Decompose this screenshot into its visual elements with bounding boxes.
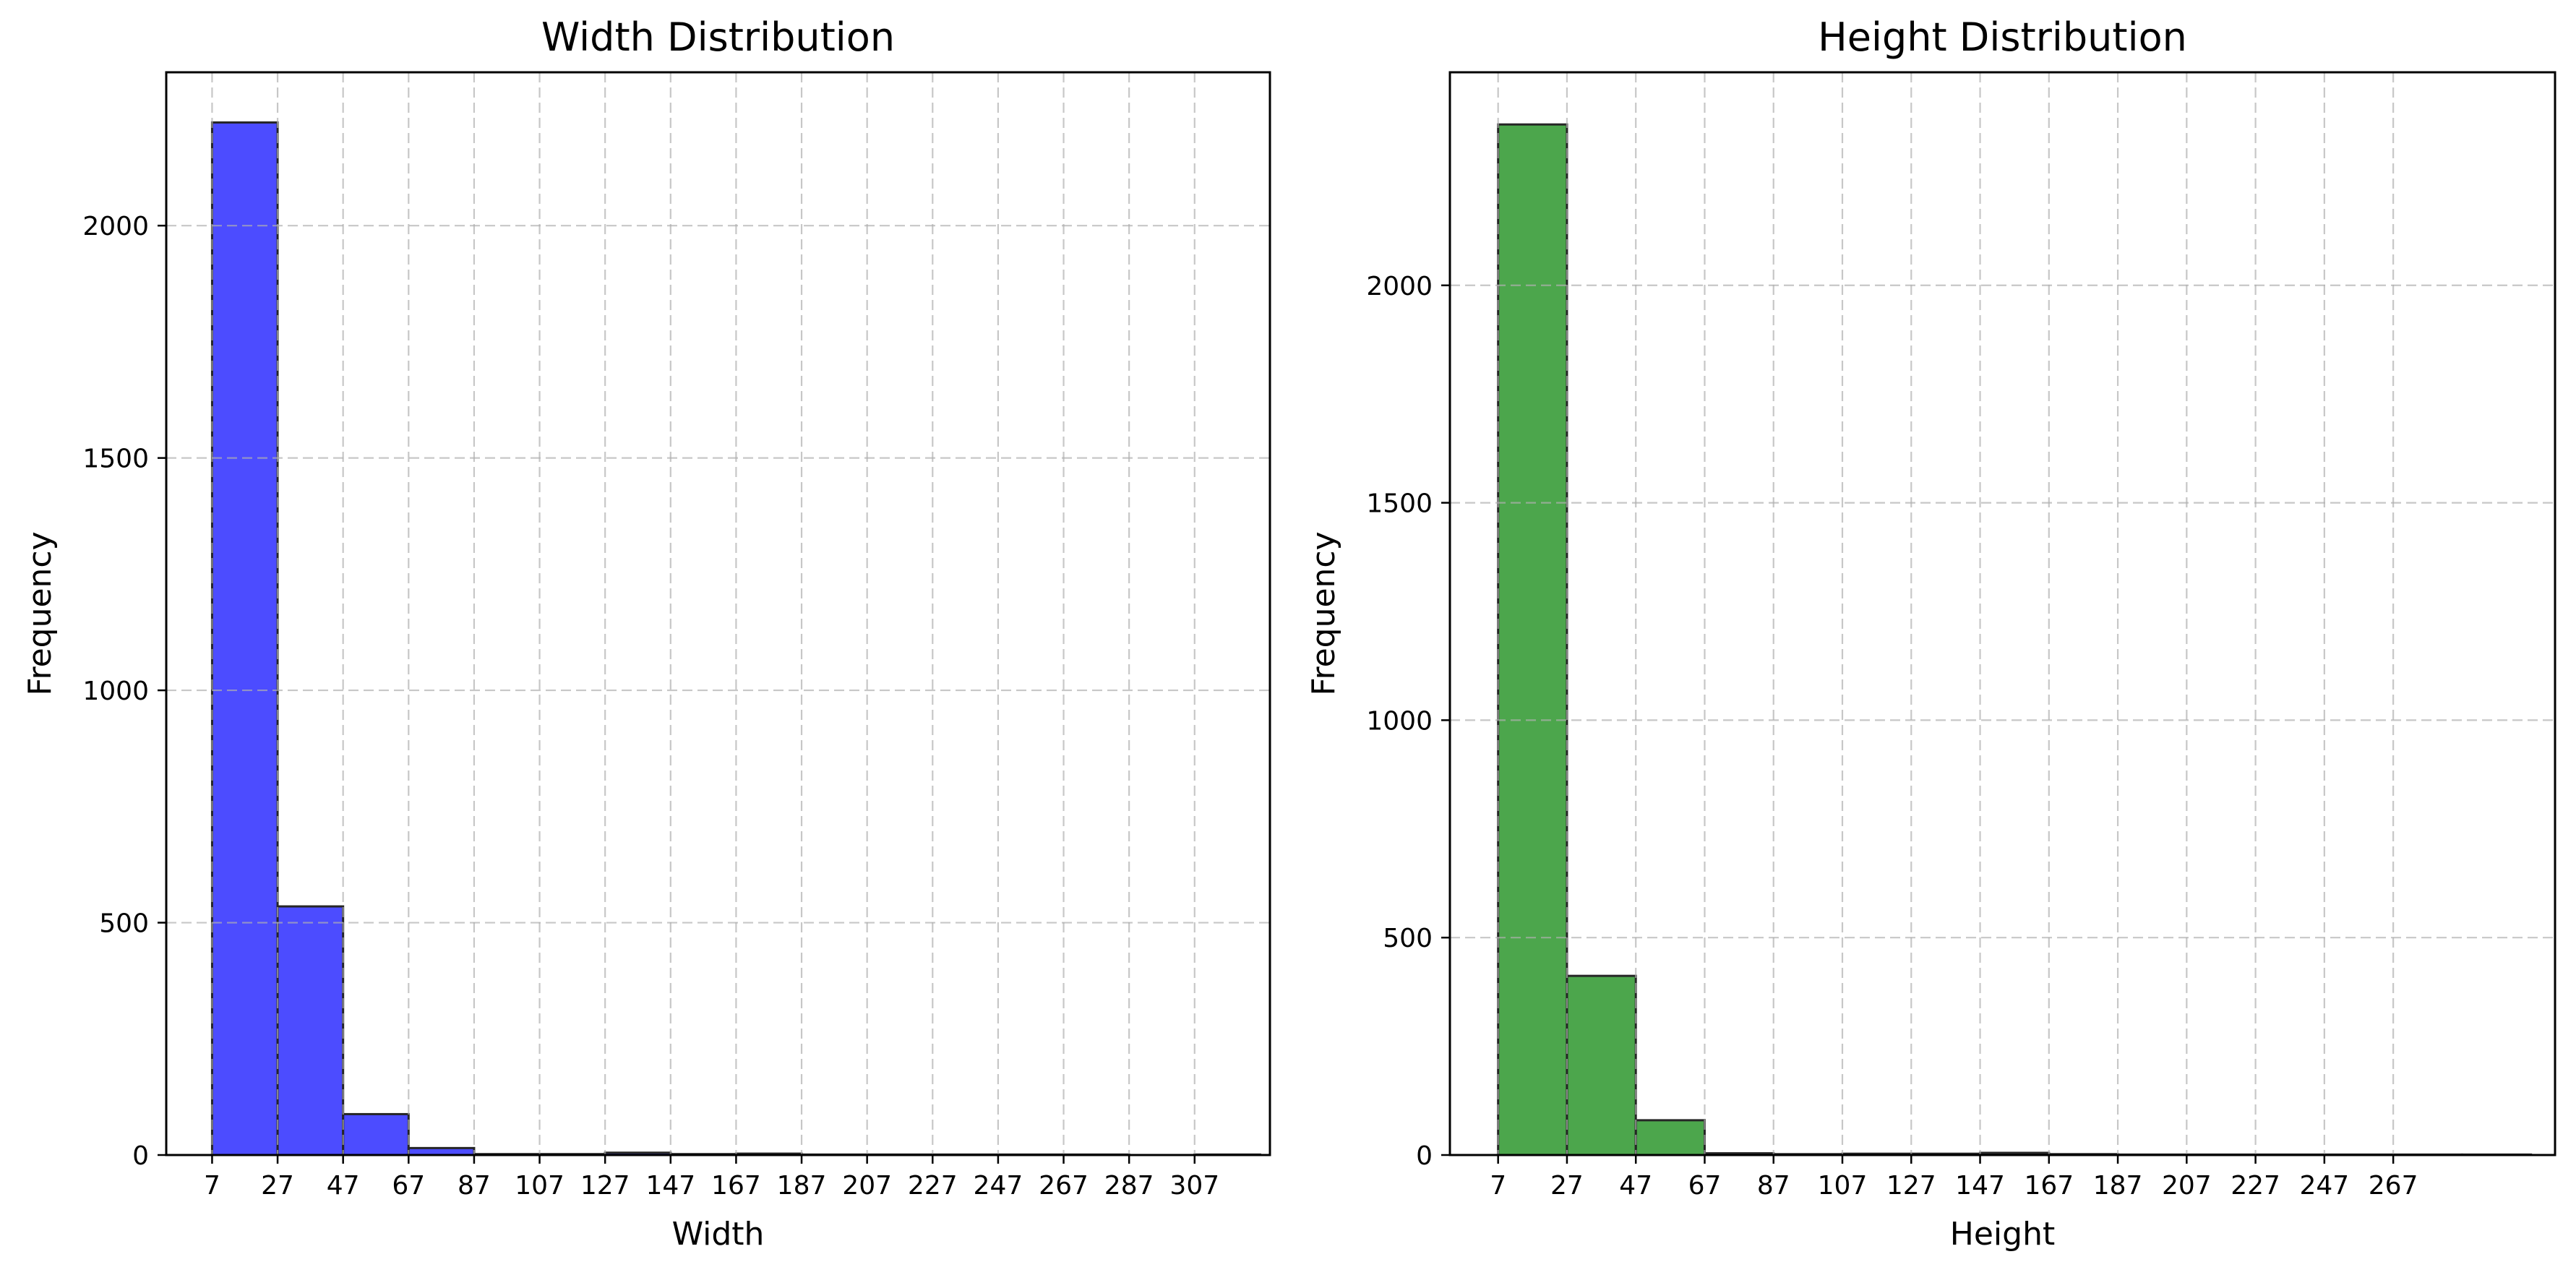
width-x-tick-label-14: 287	[1104, 1171, 1154, 1201]
width-x-tick-label-6: 127	[580, 1171, 630, 1201]
height-bar-0	[1497, 123, 1568, 1156]
width-bar-2	[342, 1112, 410, 1156]
width-x-tick-label-2: 47	[327, 1171, 360, 1201]
width-x-axis-label: Width	[672, 1216, 765, 1253]
height-x-tick-label-2: 47	[1619, 1171, 1652, 1201]
height-plot-frame	[1448, 71, 2556, 1156]
width-x-tick-label-12: 247	[974, 1171, 1023, 1201]
width-x-tick-label-13: 267	[1039, 1171, 1089, 1201]
height-bar-1	[1566, 974, 1637, 1156]
width-x-tick-label-1: 27	[261, 1171, 294, 1201]
width-bar-1	[276, 905, 345, 1156]
height-x-tick-label-5: 107	[1818, 1171, 1868, 1201]
width-distribution-chart: 7 27 47 67 87 107 127 147 167 187 207 227 247 267 287 3…	[22, 14, 1271, 1253]
height-y-axis-label: Frequency	[1305, 531, 1342, 695]
width-y-tick-label-1: 500	[99, 909, 149, 939]
width-x-tick-label-11: 227	[908, 1171, 958, 1201]
height-y-tick-label-0: 0	[1416, 1141, 1433, 1171]
width-x-tick-label-0: 7	[204, 1171, 220, 1201]
width-x-tick-label-3: 67	[392, 1171, 425, 1201]
height-x-tick-label-8: 167	[2024, 1171, 2074, 1201]
width-chart-title: Width Distribution	[541, 14, 895, 60]
width-x-tick-label-8: 167	[711, 1171, 761, 1201]
width-x-tick-label-10: 207	[842, 1171, 892, 1201]
height-y-tick-label-2: 1000	[1366, 706, 1433, 736]
width-y-tick-label-2: 1000	[82, 677, 149, 706]
height-x-tick-label-0: 7	[1490, 1171, 1506, 1201]
width-plot-frame	[165, 71, 1271, 1156]
height-chart-title: Height Distribution	[1818, 14, 2187, 60]
height-y-tick-label-4: 2000	[1366, 272, 1433, 301]
height-x-tick-label-7: 147	[1955, 1171, 2005, 1201]
height-y-tick-label-3: 1500	[1366, 489, 1433, 519]
height-x-tick-label-12: 247	[2300, 1171, 2350, 1201]
height-x-tick-label-10: 207	[2162, 1171, 2212, 1201]
width-x-tick-label-5: 107	[515, 1171, 564, 1201]
width-y-tick-label-3: 1500	[82, 445, 149, 474]
height-bar-2	[1634, 1119, 1706, 1156]
width-y-tick-label-4: 2000	[82, 212, 149, 241]
width-y-tick-label-0: 0	[132, 1141, 149, 1171]
width-bar-0	[210, 121, 279, 1156]
height-x-tick-label-11: 227	[2231, 1171, 2280, 1201]
width-x-tick-label-4: 87	[458, 1171, 491, 1201]
height-distribution-chart: 7 27 47 67 87 107 127 147 167 187 207 227 247 267 0 500…	[1305, 14, 2556, 1253]
height-x-tick-label-3: 67	[1688, 1171, 1722, 1201]
height-x-tick-label-9: 187	[2093, 1171, 2143, 1201]
height-y-tick-label-1: 500	[1383, 924, 1433, 953]
height-x-tick-label-6: 127	[1886, 1171, 1936, 1201]
width-y-axis-label: Frequency	[22, 531, 59, 695]
height-x-tick-label-13: 267	[2369, 1171, 2418, 1201]
width-x-tick-label-7: 147	[645, 1171, 695, 1201]
height-x-tick-label-1: 27	[1550, 1171, 1584, 1201]
width-x-tick-label-15: 307	[1169, 1171, 1219, 1201]
height-x-axis-label: Height	[1950, 1216, 2055, 1253]
width-x-tick-label-9: 187	[777, 1171, 827, 1201]
height-x-tick-label-4: 87	[1757, 1171, 1790, 1201]
